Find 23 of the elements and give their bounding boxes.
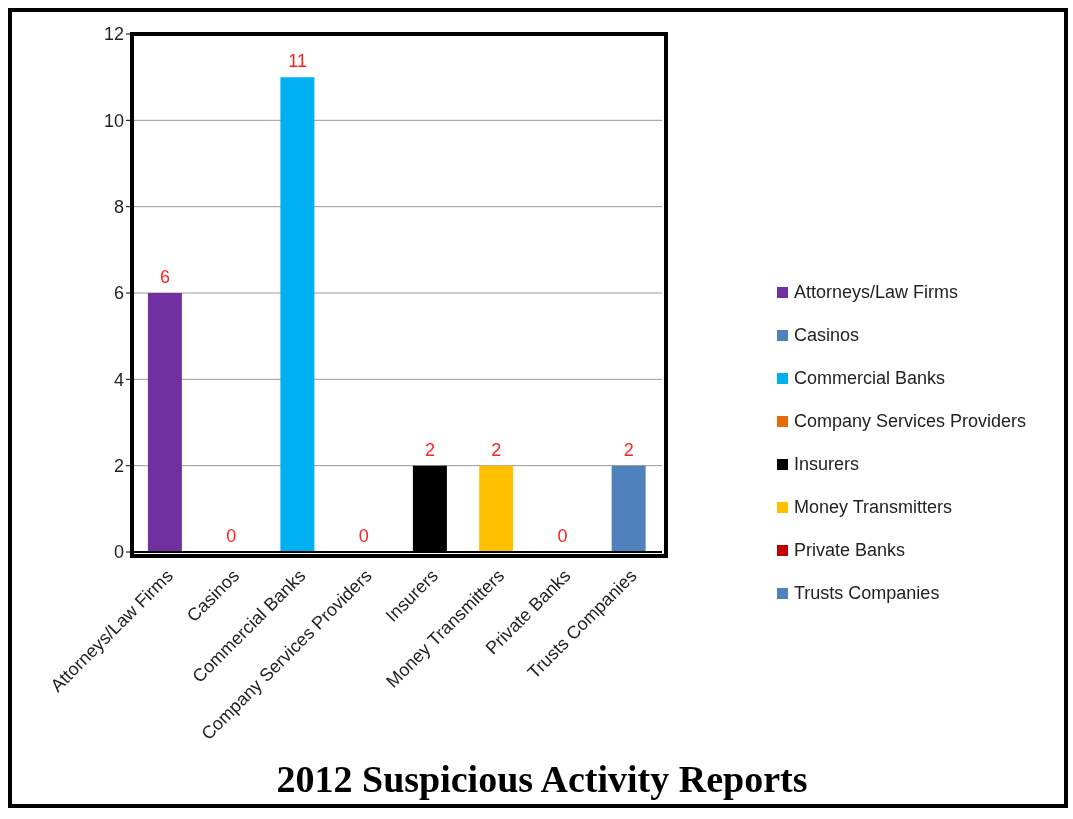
y-tick-label: 12 bbox=[103, 24, 124, 45]
y-tick-label: 0 bbox=[113, 542, 124, 563]
legend-label: Attorneys/Law Firms bbox=[794, 282, 959, 303]
y-tick-label: 6 bbox=[113, 283, 124, 304]
data-label: 0 bbox=[358, 526, 369, 546]
legend-label: Money Transmitters bbox=[794, 497, 953, 518]
data-label: 11 bbox=[288, 51, 307, 72]
data-label: 2 bbox=[623, 439, 634, 460]
y-tick-label: 4 bbox=[113, 369, 124, 390]
legend-label: Company Services Providers bbox=[794, 411, 1027, 432]
data-label: 2 bbox=[491, 439, 502, 460]
legend-label: Commercial Banks bbox=[794, 368, 946, 389]
y-tick-label: 2 bbox=[113, 456, 124, 477]
legend-label: Casinos bbox=[794, 325, 860, 346]
data-label: 0 bbox=[557, 526, 568, 546]
y-tick-label: 8 bbox=[113, 197, 124, 218]
legend-label: Private Banks bbox=[794, 540, 906, 561]
data-label: 2 bbox=[425, 439, 436, 460]
data-label: 0 bbox=[226, 526, 237, 546]
text: 2012 Suspicious Activity Reports bbox=[275, 757, 809, 801]
y-tick-label: 10 bbox=[103, 110, 124, 131]
legend-label: Insurers bbox=[794, 454, 860, 475]
data-label: 6 bbox=[160, 267, 171, 287]
